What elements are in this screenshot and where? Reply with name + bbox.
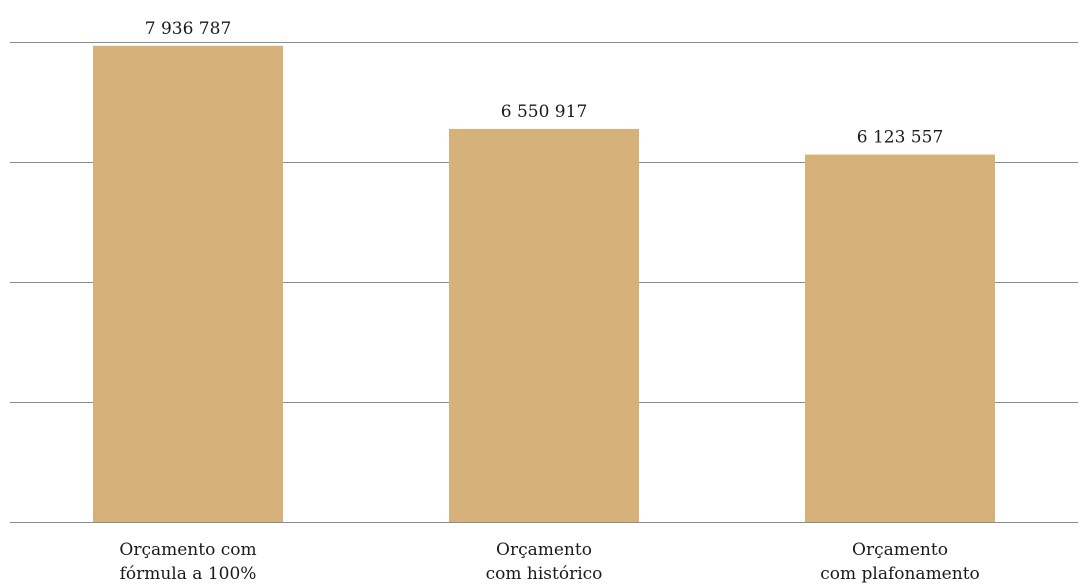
bar xyxy=(449,128,639,522)
category-label-line: Orçamento xyxy=(852,540,948,560)
bars xyxy=(93,45,995,522)
category-label-line: com plafonamento xyxy=(820,564,980,584)
category-label: Orçamento com plafonamento xyxy=(820,540,980,584)
category-label: Orçamento com histórico xyxy=(486,540,603,584)
value-labels: 7 936 787 6 550 917 6 123 557 xyxy=(145,19,944,148)
category-label-line: Orçamento com xyxy=(119,540,256,560)
category-label-line: fórmula a 100% xyxy=(120,564,257,584)
category-label: Orçamento com fórmula a 100% xyxy=(119,540,256,584)
bar-value-label: 7 936 787 xyxy=(145,19,232,39)
bar-value-label: 6 550 917 xyxy=(501,102,588,122)
category-label-line: com histórico xyxy=(486,564,603,584)
category-labels: Orçamento com fórmula a 100% Orçamento com … xyxy=(119,540,979,584)
bar xyxy=(93,45,283,522)
bar-value-label: 6 123 557 xyxy=(857,128,944,148)
bar xyxy=(805,154,995,522)
category-label-line: Orçamento xyxy=(496,540,592,560)
